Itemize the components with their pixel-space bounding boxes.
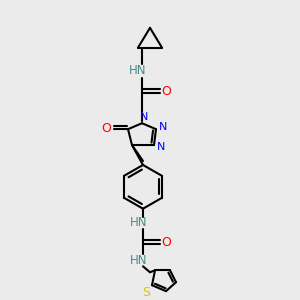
Text: N: N xyxy=(157,142,165,152)
Text: O: O xyxy=(101,122,111,135)
Text: HN: HN xyxy=(130,254,148,267)
Text: HN: HN xyxy=(129,64,147,77)
Text: S: S xyxy=(142,286,150,299)
Text: HN: HN xyxy=(130,216,148,229)
Text: N: N xyxy=(159,122,167,132)
Text: O: O xyxy=(161,236,171,249)
Text: O: O xyxy=(161,85,171,98)
Text: N: N xyxy=(140,112,148,122)
